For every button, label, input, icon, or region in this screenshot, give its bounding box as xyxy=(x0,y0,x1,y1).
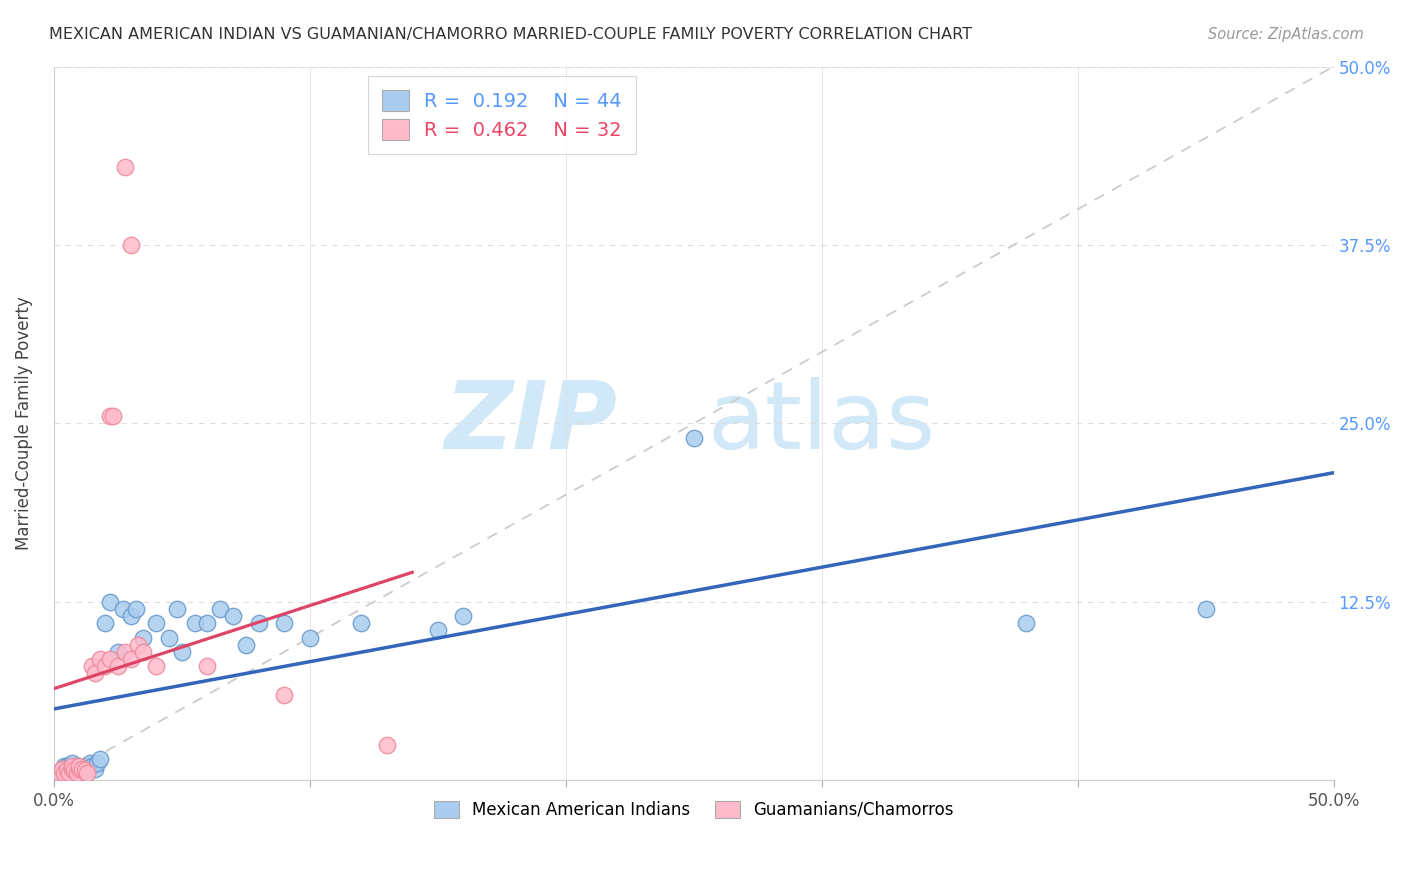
Point xyxy=(222,609,245,624)
Point xyxy=(94,659,117,673)
Point xyxy=(83,762,105,776)
Point xyxy=(82,759,104,773)
Point xyxy=(197,616,219,631)
Point xyxy=(298,631,321,645)
Point xyxy=(166,602,188,616)
Point xyxy=(82,659,104,673)
Point xyxy=(66,759,89,773)
Point xyxy=(273,688,295,702)
Point xyxy=(375,738,398,752)
Point xyxy=(98,595,121,609)
Point xyxy=(53,759,76,773)
Point xyxy=(73,764,96,778)
Point xyxy=(453,609,475,624)
Point xyxy=(76,762,98,776)
Point xyxy=(51,766,73,780)
Point xyxy=(79,756,101,771)
Point xyxy=(209,602,232,616)
Point xyxy=(67,759,90,773)
Text: ZIP: ZIP xyxy=(444,377,617,469)
Point xyxy=(55,759,77,773)
Point xyxy=(197,659,219,673)
Point xyxy=(83,666,105,681)
Point xyxy=(145,659,167,673)
Point xyxy=(51,762,73,776)
Point xyxy=(235,638,257,652)
Point xyxy=(120,609,142,624)
Point xyxy=(48,766,70,780)
Point xyxy=(682,431,704,445)
Point xyxy=(132,645,155,659)
Point xyxy=(73,759,96,773)
Point xyxy=(76,766,98,780)
Point xyxy=(125,602,148,616)
Point xyxy=(145,616,167,631)
Point xyxy=(66,766,89,780)
Point xyxy=(247,616,270,631)
Point xyxy=(86,756,108,771)
Point xyxy=(114,160,136,174)
Text: Source: ZipAtlas.com: Source: ZipAtlas.com xyxy=(1208,27,1364,42)
Point xyxy=(63,764,86,778)
Point xyxy=(58,766,80,780)
Point xyxy=(70,762,93,776)
Point xyxy=(60,756,83,771)
Point xyxy=(67,762,90,776)
Point xyxy=(132,631,155,645)
Point xyxy=(53,766,76,780)
Point xyxy=(94,616,117,631)
Point xyxy=(107,645,129,659)
Point xyxy=(63,764,86,778)
Point xyxy=(98,409,121,424)
Point xyxy=(157,631,180,645)
Legend: Mexican American Indians, Guamanians/Chamorros: Mexican American Indians, Guamanians/Cha… xyxy=(427,794,960,825)
Point xyxy=(426,624,449,638)
Point xyxy=(101,409,124,424)
Point xyxy=(107,659,129,673)
Point xyxy=(114,645,136,659)
Point xyxy=(70,762,93,776)
Point xyxy=(55,764,77,778)
Point xyxy=(58,766,80,780)
Point xyxy=(1194,602,1216,616)
Text: atlas: atlas xyxy=(707,377,936,469)
Point xyxy=(183,616,205,631)
Point xyxy=(67,766,90,780)
Point xyxy=(55,766,77,780)
Text: MEXICAN AMERICAN INDIAN VS GUAMANIAN/CHAMORRO MARRIED-COUPLE FAMILY POVERTY CORR: MEXICAN AMERICAN INDIAN VS GUAMANIAN/CHA… xyxy=(49,27,972,42)
Point xyxy=(98,652,121,666)
Point xyxy=(120,238,142,252)
Point xyxy=(89,752,111,766)
Point xyxy=(60,762,83,776)
Point xyxy=(350,616,373,631)
Y-axis label: Married-Couple Family Poverty: Married-Couple Family Poverty xyxy=(15,296,32,550)
Point xyxy=(60,759,83,773)
Point xyxy=(120,652,142,666)
Point xyxy=(111,602,134,616)
Point xyxy=(273,616,295,631)
Point xyxy=(1015,616,1038,631)
Point xyxy=(170,645,193,659)
Point xyxy=(60,762,83,776)
Point xyxy=(127,638,149,652)
Point xyxy=(89,652,111,666)
